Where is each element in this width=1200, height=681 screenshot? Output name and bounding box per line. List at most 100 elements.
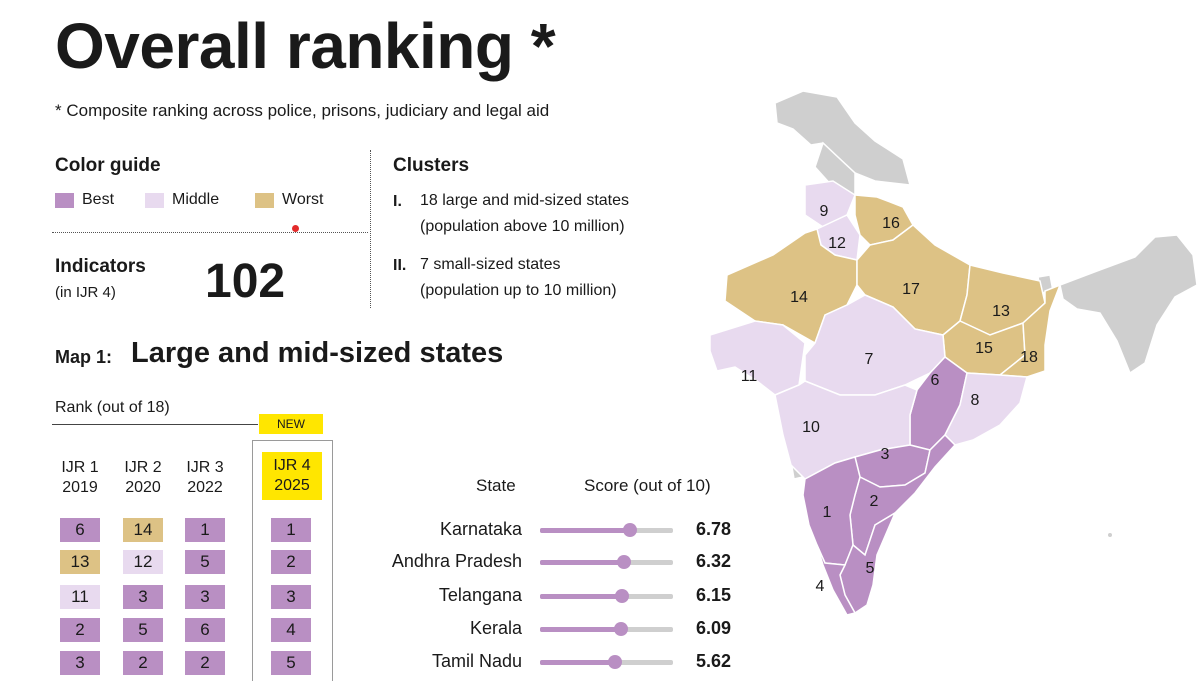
col-header-ijr2: IJR 2 2020 <box>113 458 173 498</box>
score-bar-knob <box>623 523 638 537</box>
score-bar-knob <box>614 589 629 603</box>
region-maharashtra <box>774 380 918 480</box>
rank-underline <box>52 424 258 425</box>
map-rank-haryana: 12 <box>828 235 846 252</box>
region-kerala <box>816 544 857 616</box>
rank-cell: 13 <box>60 550 100 574</box>
rank-cell: 2 <box>123 651 163 675</box>
score-bar-fill <box>540 528 631 533</box>
score-value: 6.15 <box>696 585 732 605</box>
score-bar-fill <box>540 594 622 599</box>
map-rank-jharkhand: 15 <box>975 340 993 357</box>
india-map: 9 12 16 14 17 13 15 18 7 6 11 8 10 3 2 1… <box>709 90 1198 616</box>
legend-best: Best <box>55 191 114 209</box>
map-rank-west-bengal: 18 <box>1020 349 1038 366</box>
map-rank-punjab: 9 <box>820 203 829 220</box>
indicators-title: Indicators <box>55 256 146 277</box>
legend-worst-label: Worst <box>282 191 324 208</box>
ijr4-column-frame <box>252 440 333 681</box>
legend-worst: Worst <box>255 191 323 209</box>
col-header-ijr3: IJR 3 2022 <box>175 458 235 498</box>
col-ijr1-year: 2019 <box>62 479 98 496</box>
page-subtitle: * Composite ranking across police, priso… <box>55 101 550 120</box>
indicators-value: 102 <box>205 255 286 308</box>
cluster-2-line1: 7 small-sized states <box>420 256 561 273</box>
cluster-1-text: 18 large and mid-sized states (populatio… <box>420 188 629 240</box>
rank-cell: 3 <box>123 585 163 609</box>
rank-cell: 3 <box>60 651 100 675</box>
state-name: Andhra Pradesh <box>391 551 522 571</box>
region-jk-ladakh <box>774 90 912 186</box>
score-header: Score (out of 10) <box>584 476 711 495</box>
cluster-2-num: II. <box>393 257 407 274</box>
rank-cell: 11 <box>60 585 100 609</box>
legend-best-swatch <box>55 192 74 208</box>
map-rank-uttarakhand: 16 <box>882 215 900 232</box>
region-west-bengal <box>998 283 1062 378</box>
col-ijr3-name: IJR 3 <box>186 459 224 476</box>
score-bar-track <box>540 622 673 636</box>
map-title: Large and mid-sized states <box>131 337 504 369</box>
map-rank-maharashtra: 10 <box>802 419 820 436</box>
map-rank-tamil-nadu: 5 <box>866 560 875 577</box>
score-bar-track <box>540 523 673 537</box>
map-rank-kerala: 4 <box>816 578 825 595</box>
red-marker-dot <box>292 225 299 232</box>
cluster-1-line2: (population above 10 million) <box>420 218 625 235</box>
state-header: State <box>476 476 516 495</box>
clusters-title: Clusters <box>393 155 470 176</box>
state-name: Tamil Nadu <box>431 651 522 671</box>
map-label: Map 1: <box>55 347 113 367</box>
rank-cell: 5 <box>123 618 163 642</box>
color-guide-title: Color guide <box>55 155 161 176</box>
score-bar-knob <box>607 655 622 669</box>
indicators-subtitle: (in IJR 4) <box>55 284 116 301</box>
cluster-1-line1: 18 large and mid-sized states <box>420 192 629 209</box>
col-ijr4-year: 2025 <box>274 477 310 494</box>
vertical-divider <box>370 150 371 308</box>
state-name: Karnataka <box>439 519 522 539</box>
page-title: Overall ranking * <box>55 10 556 82</box>
rank-cell: 3 <box>185 585 225 609</box>
score-bar-track <box>540 589 673 603</box>
score-value: 6.32 <box>696 551 732 571</box>
map-rank-bihar: 13 <box>992 303 1010 320</box>
island-lakshadweep <box>1108 533 1112 537</box>
col-header-ijr1: IJR 1 2019 <box>50 458 110 498</box>
score-bar-knob <box>617 555 632 569</box>
rank-cell: 1 <box>271 518 311 542</box>
col-ijr2-year: 2020 <box>125 479 161 496</box>
rank-cell: 3 <box>271 585 311 609</box>
map-rank-odisha: 8 <box>971 392 980 409</box>
col-ijr2-name: IJR 2 <box>124 459 162 476</box>
rank-cell: 5 <box>185 550 225 574</box>
rank-cell: 6 <box>185 618 225 642</box>
rank-cell: 1 <box>185 518 225 542</box>
legend-middle: Middle <box>145 191 219 209</box>
new-badge: NEW <box>259 414 323 434</box>
cluster-1-num: I. <box>393 193 402 210</box>
col-ijr1-name: IJR 1 <box>61 459 99 476</box>
score-bar-knob <box>613 622 628 636</box>
score-bar-track <box>540 655 673 669</box>
legend-middle-label: Middle <box>172 191 220 208</box>
map-rank-gujarat: 11 <box>741 368 758 385</box>
rank-cell: 6 <box>60 518 100 542</box>
col-ijr3-year: 2022 <box>187 479 223 496</box>
state-name: Telangana <box>438 585 522 605</box>
dotted-divider <box>52 232 368 233</box>
rank-cell: 2 <box>271 550 311 574</box>
legend-best-label: Best <box>82 191 115 208</box>
col-ijr4-name: IJR 4 <box>273 457 311 474</box>
region-north-east <box>1059 234 1198 375</box>
score-value: 6.09 <box>696 618 732 638</box>
rank-cell: 14 <box>123 518 163 542</box>
map-rank-karnataka: 1 <box>823 504 832 521</box>
rank-cell: 4 <box>271 618 311 642</box>
cluster-2-text: 7 small-sized states (population up to 1… <box>420 252 617 304</box>
region-gujarat <box>709 320 806 396</box>
col-header-ijr4: IJR 4 2025 <box>262 452 322 500</box>
legend-middle-swatch <box>145 192 164 208</box>
score-bar-track <box>540 555 673 569</box>
rank-cell: 2 <box>185 651 225 675</box>
